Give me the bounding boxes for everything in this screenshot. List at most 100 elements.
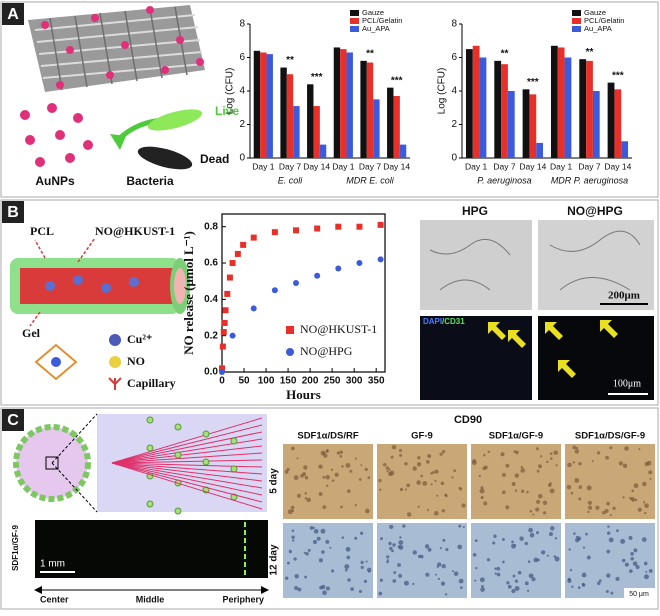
y-tick-label: 4	[239, 86, 245, 97]
cell-texture	[527, 560, 531, 563]
cell-texture	[572, 445, 577, 450]
cell-texture	[398, 573, 403, 578]
x-tick-label: Day 14	[303, 161, 330, 171]
cell-texture	[412, 466, 417, 471]
x-tick-label: Day 7	[578, 161, 600, 171]
cell-texture	[634, 498, 638, 502]
cell-texture	[434, 510, 439, 516]
cell-texture	[638, 448, 641, 451]
ray	[111, 462, 263, 482]
cell-texture	[542, 511, 547, 515]
cell-texture	[483, 453, 486, 457]
marker	[229, 260, 236, 267]
bar	[586, 60, 593, 158]
cell-texture	[322, 475, 326, 479]
cell-texture	[528, 527, 533, 533]
cell-texture	[319, 585, 323, 590]
marker	[250, 234, 257, 241]
legend-label: NO@HPG	[300, 344, 353, 358]
cell-texture	[567, 578, 572, 584]
y-tick-label: 2	[239, 119, 245, 130]
cell-texture	[290, 505, 295, 510]
cell-texture	[633, 483, 639, 489]
marker	[377, 221, 384, 228]
x-tick-label: Day 7	[493, 161, 515, 171]
label: Capillary	[127, 376, 176, 390]
label: Cu²⁺	[127, 332, 152, 346]
cell-texture	[431, 471, 435, 475]
cell-texture	[346, 555, 351, 560]
cell	[146, 444, 154, 452]
cell-texture	[389, 470, 395, 476]
cell-texture	[417, 456, 421, 460]
cell-texture	[587, 505, 593, 510]
cell-texture	[643, 561, 648, 566]
scale-box	[624, 588, 655, 600]
cell-texture	[288, 549, 293, 554]
x-tick-label: 50	[238, 376, 250, 387]
cell-texture	[354, 457, 357, 460]
cell-texture	[512, 574, 516, 578]
cell-texture	[570, 491, 574, 495]
cell-texture	[424, 544, 430, 549]
cell-texture	[605, 589, 609, 593]
bar	[319, 144, 327, 158]
cell-texture	[331, 569, 335, 573]
bar	[564, 57, 572, 158]
cell-texture	[483, 501, 488, 506]
ray	[111, 424, 263, 464]
cell-texture	[404, 461, 408, 466]
x-tick-label: 100	[258, 376, 275, 387]
cell-texture	[649, 477, 652, 480]
micrograph	[565, 523, 655, 598]
cell-texture	[323, 453, 328, 458]
cell-texture	[291, 509, 295, 513]
significance: **	[501, 48, 509, 59]
legend-label: Au_APA	[362, 24, 390, 33]
cell-texture	[406, 512, 412, 517]
cell-texture	[364, 467, 368, 472]
panel-badge	[2, 3, 24, 25]
cell-texture	[483, 465, 488, 470]
cell-texture	[360, 464, 363, 467]
marker	[286, 348, 294, 356]
cell-texture	[571, 585, 574, 588]
cell-texture	[622, 463, 628, 469]
cell-texture	[434, 469, 439, 474]
gauze-illustration	[28, 5, 205, 92]
cell-texture	[436, 565, 439, 569]
x-tick-label: 200	[302, 376, 319, 387]
cell-texture	[436, 562, 442, 567]
cell-texture	[573, 532, 576, 535]
panel-frame	[0, 199, 659, 406]
group-label: E. coli	[278, 175, 304, 185]
y-tick-label: 0.6	[204, 258, 218, 269]
marker	[224, 290, 231, 297]
micrograph	[538, 220, 654, 310]
marker	[335, 223, 342, 230]
cell-texture	[606, 573, 611, 578]
cell-texture	[632, 561, 638, 566]
cell-texture	[609, 446, 613, 450]
cell-texture	[347, 578, 351, 582]
significance: ***	[612, 70, 624, 81]
cell-texture	[607, 525, 610, 528]
cell-texture	[325, 539, 330, 544]
cell-texture	[318, 558, 323, 563]
legend-swatch	[572, 18, 581, 24]
cell-texture	[520, 468, 526, 473]
marker	[250, 305, 257, 312]
micrograph	[283, 444, 373, 519]
ray	[111, 462, 263, 510]
cell-texture	[437, 577, 440, 580]
group-label: MDR E. coli	[346, 175, 395, 185]
cell-texture	[390, 455, 394, 459]
cell-texture	[441, 564, 446, 569]
micrograph	[471, 444, 561, 519]
cell-texture	[451, 570, 454, 573]
cell-texture	[511, 588, 516, 594]
cell-texture	[294, 586, 299, 591]
cell-texture	[648, 569, 653, 573]
cell-texture	[635, 565, 640, 570]
bar	[360, 60, 367, 158]
